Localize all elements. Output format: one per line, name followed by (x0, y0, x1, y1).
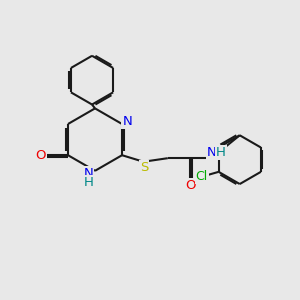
Text: S: S (140, 160, 148, 174)
Text: O: O (35, 149, 46, 162)
Text: N: N (207, 146, 217, 159)
Text: O: O (185, 179, 195, 192)
Text: Cl: Cl (196, 170, 208, 183)
Text: N: N (122, 115, 132, 128)
Text: N: N (84, 167, 93, 180)
Text: H: H (216, 146, 226, 159)
Text: H: H (83, 176, 93, 189)
